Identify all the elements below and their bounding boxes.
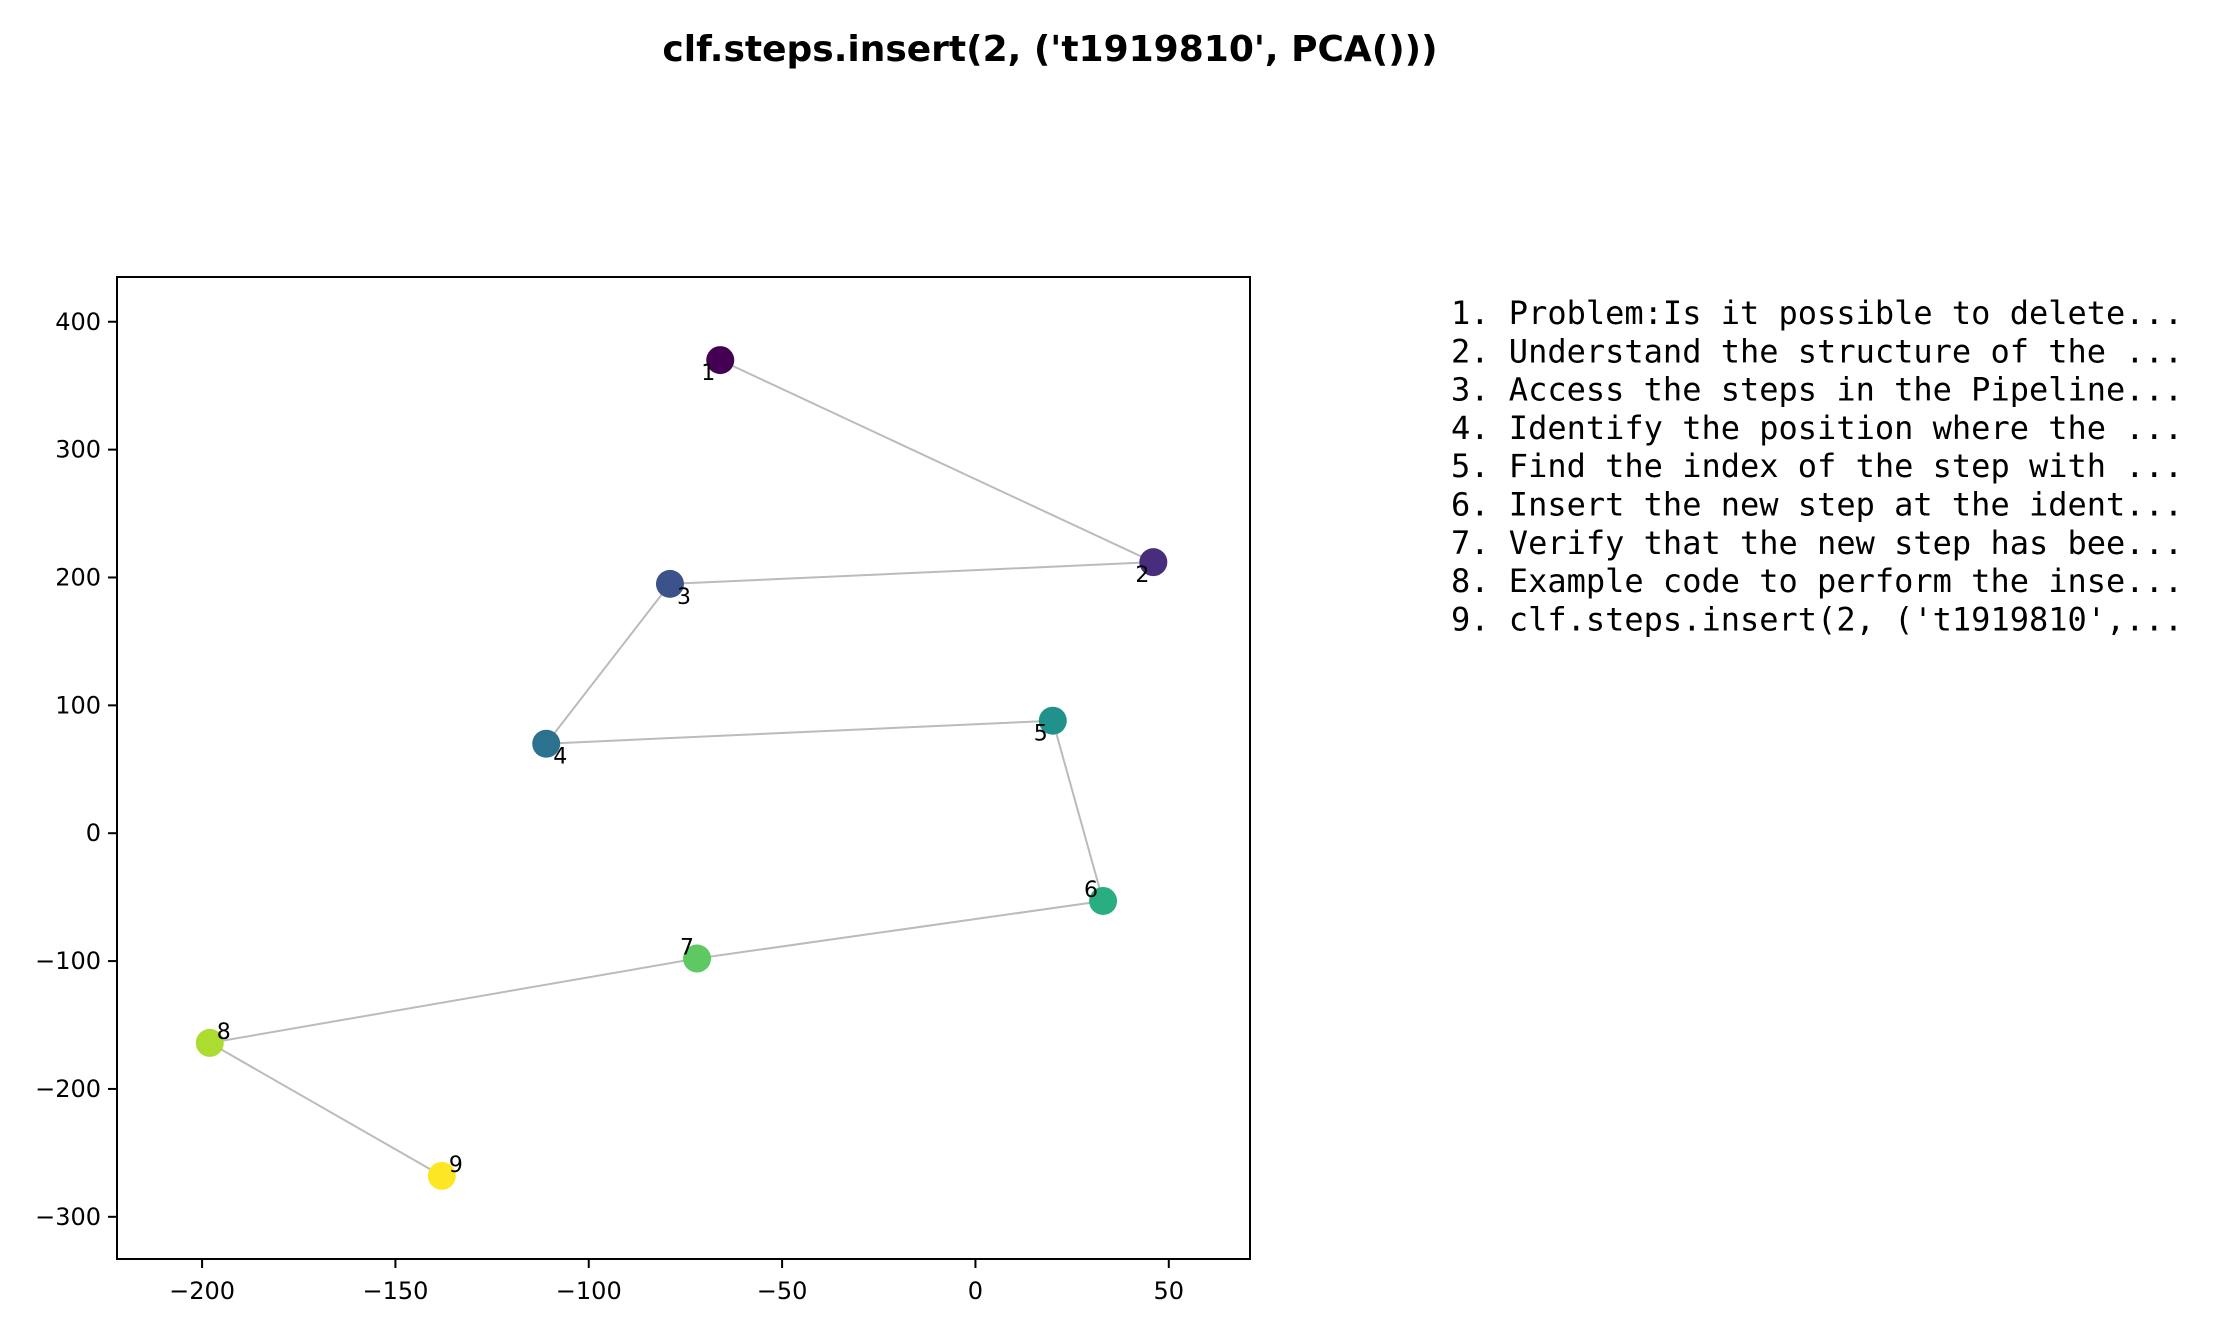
y-tick-label: 0 bbox=[86, 819, 101, 847]
y-tick-label: 100 bbox=[55, 691, 101, 719]
x-tick-label: −150 bbox=[362, 1277, 428, 1305]
data-point-2 bbox=[1139, 548, 1168, 577]
connector-line bbox=[1051, 720, 1105, 902]
connector-line bbox=[696, 899, 1104, 960]
connector-line bbox=[209, 957, 698, 1044]
connector-line bbox=[669, 561, 1154, 585]
point-label: 4 bbox=[553, 745, 567, 770]
y-tick-label: −300 bbox=[35, 1203, 101, 1231]
y-tick-label: −200 bbox=[35, 1075, 101, 1103]
y-tick-label: −100 bbox=[35, 947, 101, 975]
step-legend: 1. Problem:Is it possible to delete...2.… bbox=[1451, 294, 2183, 638]
data-point-8 bbox=[195, 1028, 224, 1057]
connector-line bbox=[209, 1042, 443, 1177]
legend-line: 4. Identify the position where the ... bbox=[1451, 409, 2183, 447]
plot-area bbox=[116, 276, 1251, 1260]
y-tick-label: 400 bbox=[55, 308, 101, 336]
x-axis: −200 −150 −100 −50 0 50 bbox=[169, 1259, 1184, 1305]
legend-line: 7. Verify that the new step has bee... bbox=[1451, 524, 2183, 562]
connector-lines bbox=[209, 359, 1154, 1177]
data-point-3 bbox=[655, 569, 684, 598]
data-point-7 bbox=[683, 944, 712, 973]
point-label: 7 bbox=[680, 936, 694, 961]
data-point-4 bbox=[532, 729, 561, 758]
x-tick-label: 50 bbox=[1154, 1277, 1185, 1305]
x-tick-label: 0 bbox=[968, 1277, 983, 1305]
connector-line bbox=[545, 583, 671, 745]
data-points bbox=[195, 346, 1168, 1190]
point-label: 9 bbox=[449, 1153, 463, 1178]
legend-line: 9. clf.steps.insert(2, ('t1919810',... bbox=[1451, 600, 2183, 638]
legend-line: 2. Understand the structure of the ... bbox=[1451, 332, 2183, 370]
y-axis: −300 −200 −100 0 100 200 300 400 bbox=[35, 308, 117, 1231]
connector-line bbox=[546, 719, 1053, 745]
point-label: 8 bbox=[217, 1020, 231, 1045]
point-label: 3 bbox=[677, 585, 691, 610]
point-labels: 1 2 3 4 5 6 7 8 9 bbox=[217, 361, 1150, 1178]
x-tick-label: −200 bbox=[169, 1277, 235, 1305]
y-tick-label: 300 bbox=[55, 436, 101, 464]
x-tick-label: −100 bbox=[556, 1277, 622, 1305]
data-point-9 bbox=[427, 1161, 456, 1190]
chart-title: clf.steps.insert(2, ('t1919810', PCA())) bbox=[662, 29, 1437, 70]
data-point-6 bbox=[1089, 886, 1118, 915]
x-tick-label: −50 bbox=[757, 1277, 808, 1305]
legend-line: 3. Access the steps in the Pipeline... bbox=[1451, 371, 2183, 409]
legend-line: 1. Problem:Is it possible to delete... bbox=[1451, 294, 2183, 332]
point-label: 2 bbox=[1135, 563, 1149, 588]
point-label: 1 bbox=[701, 361, 715, 386]
point-label: 6 bbox=[1084, 878, 1098, 903]
legend-line: 5. Find the index of the step with ... bbox=[1451, 447, 2183, 485]
connector-line bbox=[719, 359, 1154, 564]
legend-line: 6. Insert the new step at the ident... bbox=[1451, 486, 2183, 524]
y-tick-label: 200 bbox=[55, 563, 101, 591]
data-point-1 bbox=[706, 346, 735, 375]
legend-line: 8. Example code to perform the inse... bbox=[1451, 562, 2183, 600]
point-label: 5 bbox=[1034, 722, 1048, 747]
data-point-5 bbox=[1038, 706, 1067, 735]
